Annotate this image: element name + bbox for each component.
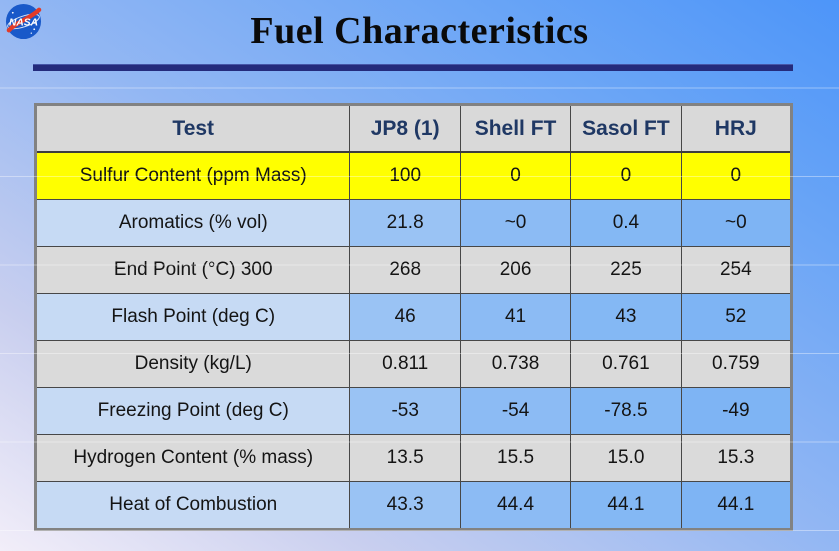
nasa-meatball-icon: NASA [5,3,42,40]
value-cell: 0 [459,151,572,200]
value-cell: 0.738 [459,340,572,388]
table-row: Sulfur Content (ppm Mass) 100 0 0 0 [34,151,793,200]
value-cell: 0.759 [680,340,793,388]
value-cell: 46 [349,293,461,341]
value-cell: 13.5 [349,434,461,482]
value-cell: 15.3 [680,434,793,482]
table-row: Heat of Combustion 43.3 44.4 44.1 44.1 [34,481,793,530]
table-row: Density (kg/L) 0.811 0.738 0.761 0.759 [34,340,793,388]
fuel-characteristics-table: Test JP8 (1) Shell FT Sasol FT HRJ Sulfur Co… [34,103,793,531]
row-label-cell: Sulfur Content (ppm Mass) [34,151,351,200]
value-cell: 0 [680,151,793,200]
row-label-cell: Freezing Point (deg C) [34,387,351,435]
value-cell: 15.5 [459,434,572,482]
value-cell: 44.1 [570,481,682,530]
value-cell: 21.8 [349,199,461,247]
slide-title: Fuel Characteristics [250,10,589,52]
value-cell: -54 [459,387,572,435]
value-cell: ~0 [459,199,572,247]
value-cell: 15.0 [570,434,682,482]
value-cell: 268 [349,246,461,294]
value-cell: 0.4 [570,199,682,247]
table-row: Flash Point (deg C) 46 41 43 52 [34,293,793,341]
row-label-cell: Aromatics (% vol) [34,199,351,247]
value-cell: 225 [570,246,682,294]
row-label-cell: Density (kg/L) [34,340,351,388]
title-divider [33,64,793,71]
value-cell: 100 [349,151,461,200]
column-header: Shell FT [459,104,572,153]
column-header: Sasol FT [570,104,682,153]
column-header: HRJ [680,104,793,153]
value-cell: 0.761 [570,340,682,388]
row-label-cell: Flash Point (deg C) [34,293,351,341]
value-cell: -49 [680,387,793,435]
table-header: Test JP8 (1) Shell FT Sasol FT HRJ [34,104,793,153]
value-cell: -78.5 [570,387,682,435]
table-row: Hydrogen Content (% mass) 13.5 15.5 15.0 15.… [34,434,793,482]
nasa-logo-text: NASA [9,17,38,28]
table-row: Freezing Point (deg C) -53 -54 -78.5 -49 [34,387,793,435]
value-cell: 44.4 [459,481,572,530]
table-body: Sulfur Content (ppm Mass) 100 0 0 0 Aromatics… [34,151,793,530]
value-cell: 206 [459,246,572,294]
value-cell: 43.3 [349,481,461,530]
value-cell: 0 [570,151,682,200]
column-header: JP8 (1) [349,104,461,153]
row-label-cell: Hydrogen Content (% mass) [34,434,351,482]
table-row: End Point (°C) 300 268 206 225 254 [34,246,793,294]
value-cell: 0.811 [349,340,461,388]
row-label-cell: End Point (°C) 300 [34,246,351,294]
value-cell: -53 [349,387,461,435]
column-header-test: Test [34,104,351,153]
table-header-row: Test JP8 (1) Shell FT Sasol FT HRJ [34,104,793,153]
table-row: Aromatics (% vol) 21.8 ~0 0.4 ~0 [34,199,793,247]
value-cell: 41 [459,293,572,341]
value-cell: ~0 [680,199,793,247]
value-cell: 254 [680,246,793,294]
row-label-cell: Heat of Combustion [34,481,351,530]
value-cell: 52 [680,293,793,341]
value-cell: 43 [570,293,682,341]
value-cell: 44.1 [680,481,793,530]
